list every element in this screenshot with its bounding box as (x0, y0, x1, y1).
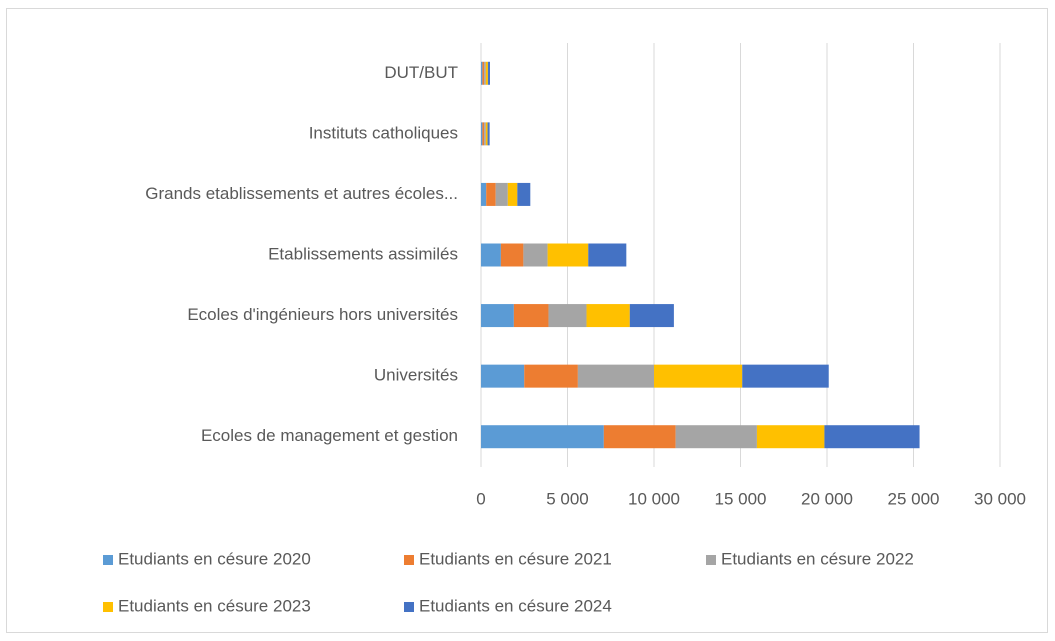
y-tick-label: Etablissements assimilés (268, 244, 458, 263)
x-tick-label: 20 000 (801, 489, 853, 508)
bar-segment (481, 425, 604, 449)
bar-segment (481, 122, 483, 146)
legend-swatch (404, 555, 414, 565)
bar-segment (481, 182, 487, 206)
legend-swatch (103, 602, 113, 612)
bar-segment (484, 61, 486, 85)
bar-segment (675, 425, 757, 449)
legend-swatch (103, 555, 113, 565)
bar-segment (577, 364, 654, 388)
bar-segment (513, 304, 549, 328)
bar-segment (586, 304, 630, 328)
y-tick-label: DUT/BUT (384, 63, 458, 82)
y-tick-label: Universités (374, 366, 458, 385)
bar-segment (482, 61, 485, 85)
legend-label: Etudiants en césure 2021 (419, 549, 612, 568)
legend-swatch (404, 602, 414, 612)
bar-segment (484, 122, 486, 146)
legend-label: Etudiants en césure 2024 (419, 596, 612, 615)
bar-segment (588, 243, 627, 267)
bar-segment (824, 425, 920, 449)
x-tick-label: 5 000 (546, 489, 589, 508)
bar-segment (756, 425, 825, 449)
bar-segment (481, 364, 525, 388)
bar-segment (524, 364, 578, 388)
bar-segment (629, 304, 674, 328)
bar-segment (742, 364, 829, 388)
bar-segment (495, 182, 508, 206)
bar-segment (481, 243, 501, 267)
bar-segment (485, 122, 488, 146)
bar-segment (603, 425, 676, 449)
bar-segment (485, 61, 488, 85)
legend-label: Etudiants en césure 2023 (118, 596, 311, 615)
y-tick-label: Grands etablissements et autres écoles..… (145, 184, 458, 203)
y-tick-label: Ecoles de management et gestion (201, 426, 458, 445)
bar-segment (500, 243, 524, 267)
bar-segment (481, 304, 514, 328)
legend-label: Etudiants en césure 2020 (118, 549, 311, 568)
bar-segment (486, 182, 496, 206)
legend-label: Etudiants en césure 2022 (721, 549, 914, 568)
y-tick-label: Instituts catholiques (309, 123, 458, 142)
bar-segment (481, 61, 483, 85)
bar-segment (654, 364, 743, 388)
x-tick-label: 10 000 (628, 489, 680, 508)
bar-segment (482, 122, 485, 146)
bar-segment (487, 61, 490, 85)
x-tick-label: 0 (476, 489, 485, 508)
x-tick-label: 15 000 (715, 489, 767, 508)
bar-segment (487, 122, 490, 146)
bar-segment (547, 243, 589, 267)
bar-segment (523, 243, 548, 267)
bar-segment (507, 182, 518, 206)
x-tick-label: 30 000 (974, 489, 1026, 508)
bar-segment (548, 304, 587, 328)
bar-segment (517, 182, 531, 206)
x-tick-label: 25 000 (888, 489, 940, 508)
legend-swatch (706, 555, 716, 565)
y-tick-label: Ecoles d'ingénieurs hors universités (187, 305, 458, 324)
